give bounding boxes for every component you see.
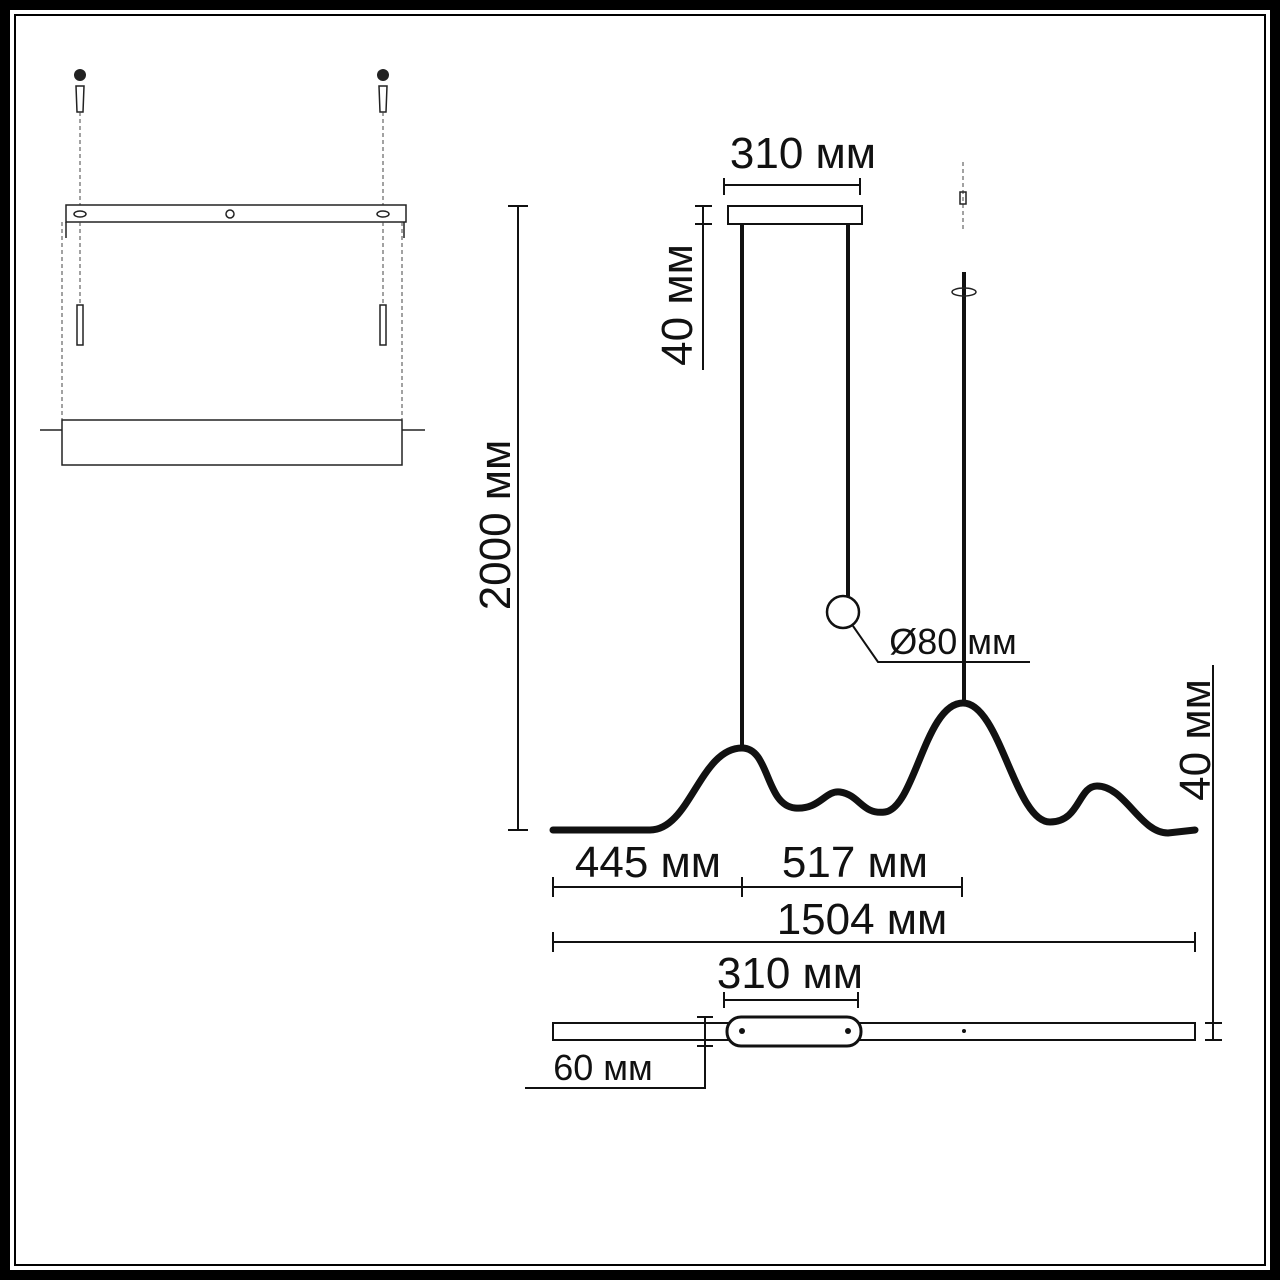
dimension-shade-diameter: Ø80 мм [852,621,1030,663]
screw-icon [74,69,86,205]
wire-clamp-icon [951,162,977,297]
installation-diagram [40,69,425,466]
label-total-length: 1504 мм [777,895,948,944]
dimension-body-width: 60 мм [525,1016,713,1089]
globe-shade [825,594,861,630]
label-offset-between: 517 мм [782,838,928,887]
dimension-total-length: 1504 мм [552,895,1196,952]
label-shade-diameter: Ø80 мм [889,621,1017,662]
screw-icon [76,304,84,346]
label-offset-left: 445 мм [575,838,721,887]
dimension-bottom-canopy-width: 310 мм [717,949,863,1008]
label-canopy-width: 310 мм [730,129,876,178]
label-body-width: 60 мм [553,1047,653,1088]
wave-lamp-body [549,699,1199,837]
dimension-offsets: 445 мм 517 мм [552,838,963,897]
mounting-bracket [65,204,407,223]
canopy-top-view [725,1015,863,1048]
dimension-canopy-width: 310 мм [723,129,876,195]
dimension-total-height: 2000 мм [471,205,528,831]
screw-icon [377,69,389,205]
screw-icon [379,304,387,346]
dimension-body-height: 40 мм [1171,665,1222,1041]
label-bottom-canopy-width: 310 мм [717,949,863,998]
inner-frame [14,14,1266,1266]
lamp-body [61,419,403,466]
lamp-top-view [552,1022,1196,1041]
label-total-height: 2000 мм [471,440,520,611]
label-canopy-height: 40 мм [653,244,702,366]
label-body-height: 40 мм [1171,679,1220,801]
dimension-canopy-height: 40 мм [653,205,712,370]
canopy [727,205,863,225]
